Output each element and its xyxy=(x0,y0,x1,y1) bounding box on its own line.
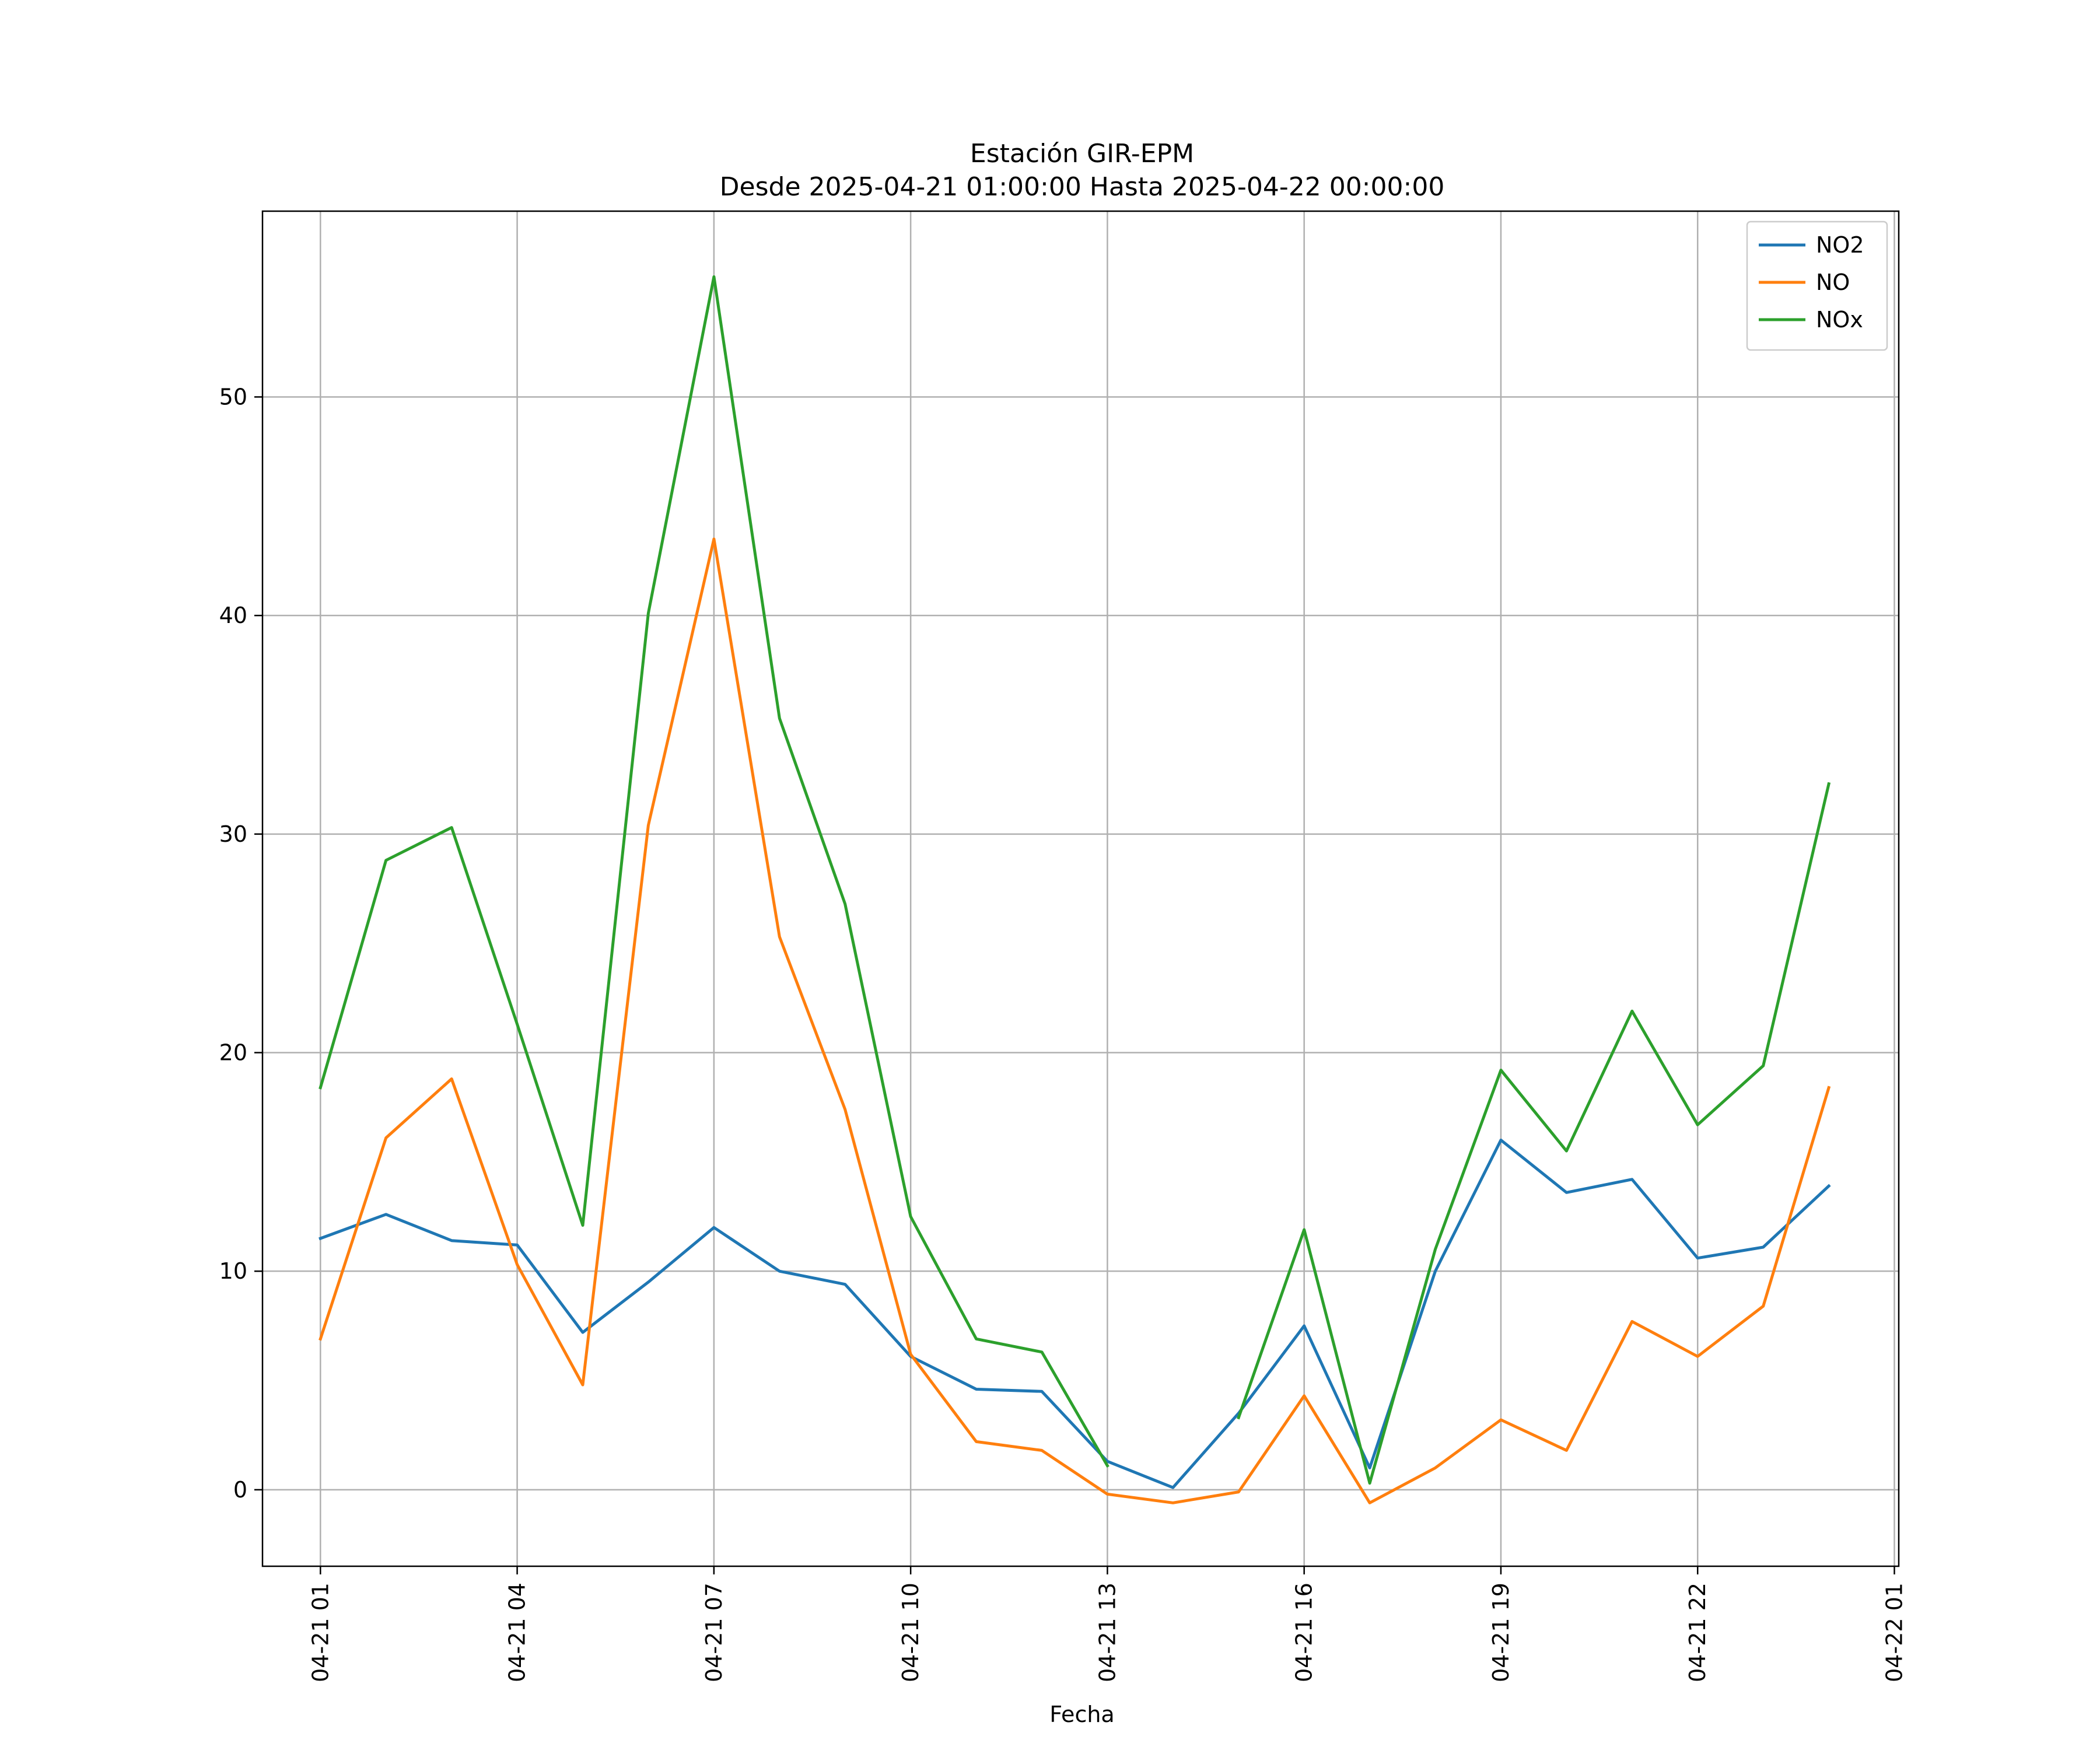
x-tick-label: 04-21 19 xyxy=(1488,1583,1514,1682)
x-tick-label: 04-21 01 xyxy=(307,1583,333,1682)
series-line-nox xyxy=(318,275,1831,1485)
x-tick-label: 04-21 13 xyxy=(1094,1583,1120,1682)
y-tick-label: 30 xyxy=(219,821,247,847)
legend-label: NOx xyxy=(1816,307,1863,332)
legend-label: NO xyxy=(1816,270,1850,295)
y-axis-ticks: 0 10 20 30 40 50 xyxy=(219,384,262,1503)
chart-title: Estación GIR-EPM xyxy=(970,139,1194,169)
series-layer xyxy=(318,275,1831,1504)
series-line-no2 xyxy=(318,1138,1831,1489)
x-tick-label: 04-21 16 xyxy=(1292,1583,1317,1682)
plot-frame xyxy=(261,210,1900,1567)
y-tick-label: 50 xyxy=(219,384,247,410)
y-tick-label: 40 xyxy=(219,603,247,628)
x-axis-ticks: 04-21 01 04-21 04 04-21 07 04-21 10 04-21 13… xyxy=(307,1566,1908,1682)
x-tick-label: 04-21 07 xyxy=(701,1583,727,1682)
legend: NO2 NO NOx xyxy=(1746,220,1888,351)
chart-subtitle: Desde 2025-04-21 01:00:00 Hasta 2025-04-… xyxy=(720,172,1445,202)
series-line-no xyxy=(318,537,1831,1504)
x-tick-label: 04-21 04 xyxy=(505,1583,530,1682)
x-tick-label: 04-21 10 xyxy=(898,1583,923,1682)
y-tick-label: 20 xyxy=(219,1040,247,1066)
y-tick-label: 10 xyxy=(219,1258,247,1284)
legend-label: NO2 xyxy=(1816,232,1864,258)
x-tick-label: 04-21 22 xyxy=(1685,1583,1710,1682)
x-axis-label: Fecha xyxy=(1049,1702,1114,1727)
y-tick-label: 0 xyxy=(233,1477,247,1503)
legend-box xyxy=(1746,220,1888,351)
grid xyxy=(262,211,1899,1566)
x-tick-label: 04-22 01 xyxy=(1882,1583,1908,1682)
